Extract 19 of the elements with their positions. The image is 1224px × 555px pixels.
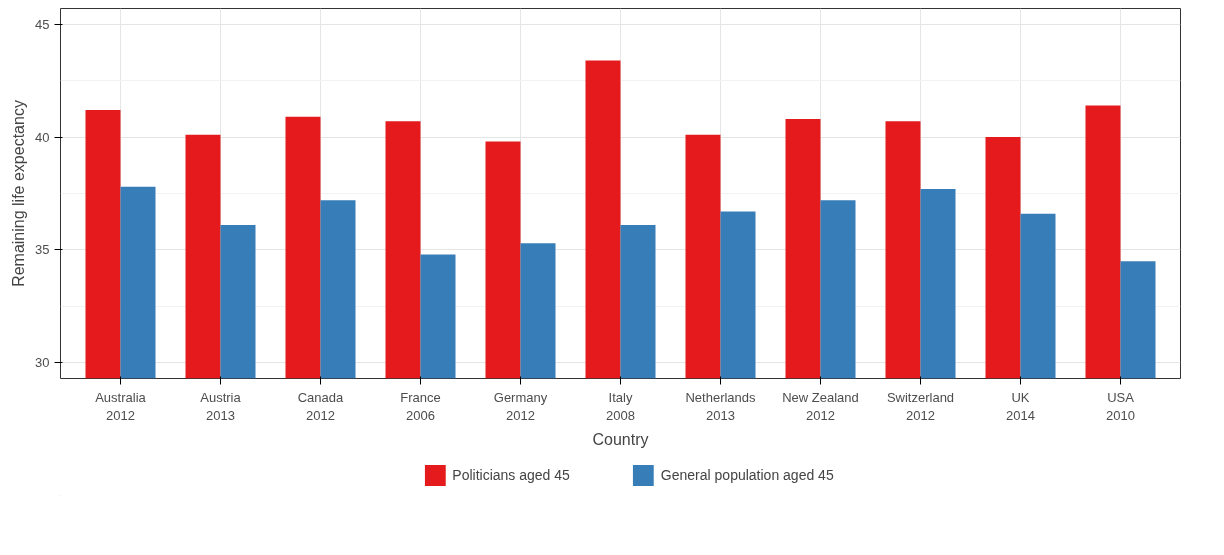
y-tick-label: 30 [35,355,50,371]
x-tick-label: Austria 2013 [200,389,242,423]
legend-label: Politicians aged 45 [452,467,570,483]
x-axis-title: Country [592,430,649,448]
y-tick-label: 35 [35,242,50,258]
x-tick-label: UK 2014 [1006,389,1035,423]
y-tick-label: 40 [35,129,50,145]
y-tick-label: 45 [35,16,50,32]
x-tick-label: Netherlands 2013 [685,389,757,423]
x-tick-label: New Zealand 2012 [782,389,859,423]
legend-label: General population aged 45 [660,467,834,483]
x-tick-label: Switzerland 2012 [886,389,955,423]
x-tick-label: USA 2010 [1106,389,1135,423]
y-axis-title: Remaining life expectancy [10,100,28,287]
x-tick-label: Germany 2012 [493,389,548,423]
x-tick-label: Australia 2012 [95,389,147,423]
x-tick-label: France 2006 [400,389,441,423]
x-tick-label: Italy 2008 [606,389,635,423]
x-tick-label: Canada 2012 [297,389,345,423]
